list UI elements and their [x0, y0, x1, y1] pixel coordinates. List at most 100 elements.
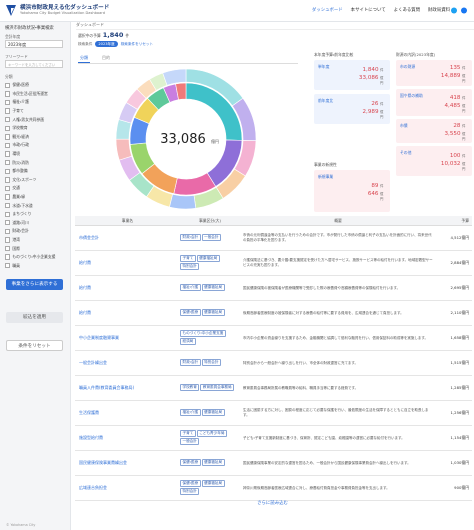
row-desc: 介護保険法に基づき、要介護・要支援認定を受けた方へ居宅サービス、施設サービス等の…	[243, 258, 433, 267]
table-row[interactable]: 中小企業制度融資事業 ものづくり・中小企業支援経済局 市内中小企業の資金繰りを支援す…	[75, 326, 472, 351]
stat-value: 28	[453, 123, 461, 129]
category-name: 農業・緑	[12, 194, 26, 200]
table-row[interactable]: 生活保護費 福祉・介護 健康福祉局 生活に困窮する方に対し、困窮の程度に応じて必要な保…	[75, 401, 472, 426]
load-more[interactable]: さらに読み込む	[257, 501, 288, 506]
donut-segment[interactable]	[115, 138, 133, 161]
stat-label: 前年度比	[318, 98, 334, 103]
donut-segment[interactable]	[162, 68, 187, 86]
category-item[interactable]: 観光・経済	[5, 133, 67, 142]
row-name[interactable]: 広域連合負担金	[79, 485, 107, 490]
table-row[interactable]: 一般会計繰出金 財政・会計 特別会計 特別会計から一般会計へ繰り出しを行い、市全体の財…	[75, 351, 472, 376]
table-row[interactable]: 給付費 保健・医療 健康福祉局 後期高齢者医療制度の被保険者に対する療養の給付等に要す…	[75, 301, 472, 326]
row-name[interactable]: 中小企業制度融資事業	[79, 335, 119, 340]
reset-button[interactable]: 条件をリセット	[6, 340, 63, 351]
table-row[interactable]: 国民健康保険事業費繰出金 保健・医療 健康福祉局 国民健康保険事業の安定的な運営を図る…	[75, 451, 472, 476]
checkbox[interactable]	[5, 151, 11, 157]
nav-link[interactable]: 財政局資料	[428, 8, 450, 13]
apply-button[interactable]: 絞込を適用	[6, 312, 63, 323]
donut-segment[interactable]	[169, 194, 197, 210]
checkbox[interactable]	[5, 134, 11, 140]
category-item[interactable]: 学校教育	[5, 124, 67, 133]
nav-link[interactable]: ダッシュボード	[311, 8, 343, 13]
checkbox[interactable]	[5, 263, 11, 269]
checkbox[interactable]	[5, 254, 11, 260]
checkbox[interactable]	[5, 168, 11, 174]
category-item[interactable]: 財政・会計	[5, 227, 67, 236]
table-row[interactable]: 施設型給付費 子育て こども青少年局一般会計 子ども・子育て支援新制度に基づき、保育所…	[75, 426, 472, 451]
checkbox[interactable]	[5, 185, 11, 192]
category-item[interactable]: 文化・スポーツ	[5, 176, 67, 185]
keyword-input[interactable]: キーワードを入力してください	[5, 60, 63, 68]
checkbox[interactable]	[5, 99, 11, 106]
category-item[interactable]: 農業・緑	[5, 193, 67, 202]
condition-tag[interactable]: 2023年度	[95, 41, 118, 47]
row-name[interactable]: 給付費	[79, 285, 91, 290]
table-row[interactable]: 給付費 福祉・介護 健康福祉局 国民健康保険の被保険者が医療機関等で受診した際の療養費…	[75, 276, 472, 301]
table-row[interactable]: 市債金会計 財政・会計 一般会計 市債の元利償還金等の支払いを行うための会計です。市が…	[75, 226, 472, 251]
row-name[interactable]: 国民健康保険事業費繰出金	[79, 460, 127, 465]
category-item[interactable]: 保健・医療	[5, 81, 67, 90]
row-name[interactable]: 生活保護費	[79, 410, 99, 415]
row-name[interactable]: 職員人件費(教育委員会事務局)	[79, 385, 135, 390]
checkbox[interactable]	[5, 108, 11, 114]
category-item[interactable]: 市政・行政	[5, 141, 67, 150]
category-item[interactable]: 職員	[5, 261, 67, 270]
table-row[interactable]: 職員人件費(教育委員会事務局) 学校教育 教育委員会事務局 教育委員会事務局所属の教職…	[75, 376, 472, 401]
checkbox[interactable]	[5, 177, 11, 183]
donut-segment[interactable]	[175, 82, 187, 101]
year-select[interactable]: 2023年度	[5, 40, 63, 48]
category-item[interactable]: 子育て	[5, 107, 67, 116]
checkbox[interactable]	[5, 82, 11, 88]
table-row[interactable]: 給付費 子育て 健康福祉局特別会計 介護保険法に基づき、要介護・要支援認定を受けた方へ…	[75, 251, 472, 276]
tag: 経済局	[180, 338, 196, 345]
checkbox[interactable]	[5, 245, 11, 252]
category-item[interactable]: 市民生活・区役所運営	[5, 90, 67, 99]
checkbox[interactable]	[5, 202, 11, 209]
checkbox[interactable]	[5, 194, 11, 200]
row-name[interactable]: 一般会計繰出金	[79, 360, 107, 365]
tag: 健康福祉局	[201, 409, 225, 416]
category-name: 観光・経済	[12, 133, 29, 139]
category-name: 国際	[12, 245, 20, 251]
category-item[interactable]: 交通	[5, 184, 67, 193]
nav-link[interactable]: よくある質問	[393, 8, 421, 13]
category-item[interactable]: 国際	[5, 244, 67, 253]
row-name[interactable]: 施設型給付費	[79, 435, 103, 440]
category-item[interactable]: 防災・消防	[5, 158, 67, 167]
category-name: 人権・男女共同参画	[12, 116, 45, 122]
tab[interactable]: 分類	[78, 55, 90, 63]
category-item[interactable]: 人権・男女共同参画	[5, 115, 67, 124]
checkbox[interactable]	[5, 125, 11, 131]
nav-link[interactable]: 本サイトについて	[350, 8, 386, 13]
checkbox[interactable]	[5, 228, 11, 235]
more-button[interactable]: 事業をさらに表示する	[6, 279, 63, 290]
tag: 健康福祉局	[201, 284, 225, 291]
checkbox[interactable]	[5, 116, 11, 123]
site-subtitle: Yokohama City Budget Visualization Dashb…	[20, 11, 105, 15]
condition-reset[interactable]: 検索条件をリセット	[120, 41, 154, 46]
checkbox[interactable]	[5, 211, 11, 217]
tab[interactable]: 目的	[102, 55, 110, 60]
category-item[interactable]: 都市整備	[5, 167, 67, 176]
row-amount: 2,884億円	[450, 260, 469, 265]
category-item[interactable]: 水道・下水道	[5, 201, 67, 210]
category-item[interactable]: 港湾	[5, 236, 67, 245]
row-tags: 保健・医療 健康福祉局	[180, 459, 240, 467]
tag: 健康福祉局	[201, 459, 225, 466]
category-name: ものづくり・中小企業支援	[12, 254, 56, 260]
row-name[interactable]: 給付費	[79, 260, 91, 265]
category-item[interactable]: 福祉・介護	[5, 98, 67, 107]
category-item[interactable]: 道路・河川	[5, 219, 67, 228]
checkbox[interactable]	[5, 142, 11, 149]
category-item[interactable]: まちづくり	[5, 210, 67, 219]
table-row[interactable]: 広域連合負担金 保健・医療 健康福祉局特別会計 神奈川県後期高齢者医療広域連合に対し、…	[75, 476, 472, 501]
category-item[interactable]: 環境	[5, 150, 67, 159]
checkbox[interactable]	[5, 91, 11, 97]
row-name[interactable]: 市債金会計	[79, 235, 99, 240]
checkbox[interactable]	[5, 159, 11, 166]
category-item[interactable]: ものづくり・中小企業支援	[5, 253, 67, 262]
row-name[interactable]: 給付費	[79, 310, 91, 315]
stat-line: 4,485 億円	[444, 103, 468, 113]
checkbox[interactable]	[5, 237, 11, 243]
checkbox[interactable]	[5, 220, 11, 226]
